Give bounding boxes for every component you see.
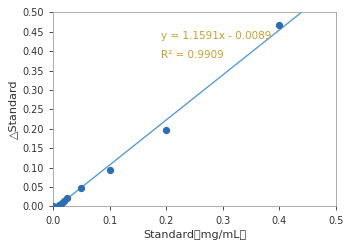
Text: R² = 0.9909: R² = 0.9909 (161, 50, 224, 60)
Text: y = 1.1591x - 0.0089: y = 1.1591x - 0.0089 (161, 31, 271, 41)
Point (59, 201, 64, 205)
Point (62, 199, 67, 203)
Point (50, 205, 56, 209)
Point (64, 196, 70, 200)
Point (277, 23, 282, 27)
Point (56, 203, 62, 207)
Y-axis label: △Standard: △Standard (8, 80, 18, 139)
X-axis label: Standard（mg/mL）: Standard（mg/mL） (143, 230, 246, 240)
Point (78, 186, 84, 190)
Point (107, 168, 113, 172)
Point (163, 128, 169, 132)
